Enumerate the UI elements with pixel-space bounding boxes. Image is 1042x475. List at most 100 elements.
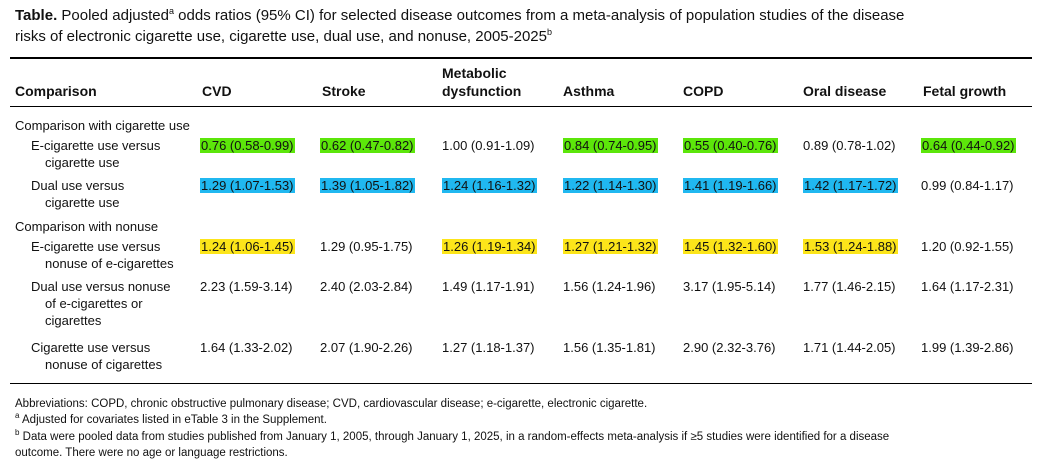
cell-value: 0.62 (0.47-0.82) (320, 138, 415, 153)
table-cell: 1.29 (1.07-1.53) (200, 177, 295, 194)
cell-value: 1.45 (1.32-1.60) (683, 239, 778, 254)
header-copd: COPD (683, 83, 724, 99)
cell-value: 0.84 (0.74-0.95) (563, 138, 658, 153)
section-nonuse: Comparison with nonuse (15, 219, 159, 234)
table-cell: 1.56 (1.35-1.81) (563, 339, 656, 356)
cell-value: 1.29 (0.95-1.75) (320, 239, 413, 254)
table-cell: 0.64 (0.44-0.92) (921, 137, 1016, 154)
footnote-abbreviations: Abbreviations: COPD, chronic obstructive… (15, 398, 648, 410)
cell-value: 2.07 (1.90-2.26) (320, 340, 413, 355)
cell-value: 3.17 (1.95-5.14) (683, 279, 776, 294)
cell-value: 1.22 (1.14-1.30) (563, 178, 658, 193)
header-oral-disease: Oral disease (803, 83, 887, 99)
table-cell: 1.53 (1.24-1.88) (803, 238, 898, 255)
table-cell: 2.90 (2.32-3.76) (683, 339, 776, 356)
cell-value: 1.20 (0.92-1.55) (921, 239, 1014, 254)
cell-value: 1.42 (1.17-1.72) (803, 178, 898, 193)
cell-value: 2.23 (1.59-3.14) (200, 279, 293, 294)
title-lead: Table. (15, 7, 58, 24)
cell-value: 1.99 (1.39-2.86) (921, 340, 1014, 355)
header-fetal-growth: Fetal growth (923, 83, 1007, 99)
table-cell: 1.27 (1.21-1.32) (563, 238, 658, 255)
row-label: Dual use versus nonuse of e-cigarettes or… (31, 278, 170, 329)
row-label-line: Cigarette use versus (31, 340, 151, 355)
cell-value: 1.00 (0.91-1.09) (442, 138, 535, 153)
section-cigarette-use: Comparison with cigarette use (15, 118, 190, 133)
row-label-line: E-cigarette use versus (31, 138, 161, 153)
table-cell: 1.27 (1.18-1.37) (442, 339, 535, 356)
table-cell: 1.49 (1.17-1.91) (442, 278, 535, 295)
header-comparison: Comparison (15, 83, 97, 99)
title-footnote-b: b (547, 27, 553, 37)
header-metabolic-line-1: Metabolic (442, 65, 507, 81)
title-text-3: risks of electronic cigarette use, cigar… (15, 28, 547, 45)
cell-value: 1.29 (1.07-1.53) (200, 178, 295, 193)
footnote-b-text-1: Data were pooled data from studies publi… (19, 431, 890, 443)
table-cell: 1.24 (1.06-1.45) (200, 238, 295, 255)
table-cell: 0.76 (0.58-0.99) (200, 137, 295, 154)
cell-value: 1.27 (1.21-1.32) (563, 239, 658, 254)
header-asthma: Asthma (563, 83, 615, 99)
title-text-2: odds ratios (95% CI) for selected diseas… (174, 7, 905, 24)
cell-value: 2.40 (2.03-2.84) (320, 279, 413, 294)
table-cell: 1.64 (1.17-2.31) (921, 278, 1014, 295)
cell-value: 1.56 (1.24-1.96) (563, 279, 656, 294)
header-metabolic-line-2: dysfunction (442, 83, 522, 99)
table-cell: 2.40 (2.03-2.84) (320, 278, 413, 295)
footnote-b: b Data were pooled data from studies pub… (15, 429, 889, 445)
cell-value: 1.24 (1.16-1.32) (442, 178, 537, 193)
table-cell: 1.20 (0.92-1.55) (921, 238, 1014, 255)
row-label-line: E-cigarette use versus (31, 239, 161, 254)
table-cell: 0.55 (0.40-0.76) (683, 137, 778, 154)
table-cell: 0.99 (0.84-1.17) (921, 177, 1014, 194)
row-label-line: cigarette use (45, 155, 120, 170)
table-cell: 1.39 (1.05-1.82) (320, 177, 415, 194)
footnote-a: a Adjusted for covariates listed in eTab… (15, 412, 327, 428)
table-cell: 1.41 (1.19-1.66) (683, 177, 778, 194)
cell-value: 1.24 (1.06-1.45) (200, 239, 295, 254)
cell-value: 0.64 (0.44-0.92) (921, 138, 1016, 153)
cell-value: 1.56 (1.35-1.81) (563, 340, 656, 355)
top-rule (10, 57, 1032, 59)
table-cell: 0.89 (0.78-1.02) (803, 137, 896, 154)
row-label-line: nonuse of cigarettes (45, 357, 163, 372)
cell-value: 0.99 (0.84-1.17) (921, 178, 1014, 193)
row-label-line: cigarette use (45, 195, 120, 210)
table-cell: 1.77 (1.46-2.15) (803, 278, 896, 295)
title-text-1: Pooled adjusted (57, 7, 169, 24)
table-cell: 1.00 (0.91-1.09) (442, 137, 535, 154)
table-cell: 0.62 (0.47-0.82) (320, 137, 415, 154)
header-rule (10, 106, 1032, 107)
table-cell: 1.22 (1.14-1.30) (563, 177, 658, 194)
row-label-line: cigarettes (45, 313, 102, 328)
cell-value: 0.76 (0.58-0.99) (200, 138, 295, 153)
cell-value: 1.26 (1.19-1.34) (442, 239, 537, 254)
table-cell: 1.29 (0.95-1.75) (320, 238, 413, 255)
table-cell: 1.71 (1.44-2.05) (803, 339, 896, 356)
table-cell: 1.24 (1.16-1.32) (442, 177, 537, 194)
table-cell: 1.45 (1.32-1.60) (683, 238, 778, 255)
cell-value: 1.53 (1.24-1.88) (803, 239, 898, 254)
row-label: Cigarette use versus nonuse of cigarettes (31, 339, 162, 373)
row-label-line: Dual use versus nonuse (31, 279, 171, 294)
row-label-line: Dual use versus (31, 178, 125, 193)
footnote-a-mark: a (15, 411, 20, 421)
cell-value: 1.27 (1.18-1.37) (442, 340, 535, 355)
row-label: E-cigarette use versus cigarette use (31, 137, 160, 171)
cell-value: 0.89 (0.78-1.02) (803, 138, 896, 153)
cell-value: 1.41 (1.19-1.66) (683, 178, 778, 193)
cell-value: 1.71 (1.44-2.05) (803, 340, 896, 355)
header-cvd: CVD (202, 83, 232, 99)
row-label-line: nonuse of e-cigarettes (45, 256, 174, 271)
footnote-b-mark: b (15, 428, 20, 438)
cell-value: 1.64 (1.17-2.31) (921, 279, 1014, 294)
table-cell: 1.56 (1.24-1.96) (563, 278, 656, 295)
cell-value: 1.39 (1.05-1.82) (320, 178, 415, 193)
cell-value: 1.64 (1.33-2.02) (200, 340, 293, 355)
table-title: Table. Pooled adjusteda odds ratios (95%… (15, 5, 1025, 47)
title-footnote-a: a (169, 6, 175, 16)
cell-value: 1.77 (1.46-2.15) (803, 279, 896, 294)
table-cell: 2.23 (1.59-3.14) (200, 278, 293, 295)
table-cell: 1.26 (1.19-1.34) (442, 238, 537, 255)
